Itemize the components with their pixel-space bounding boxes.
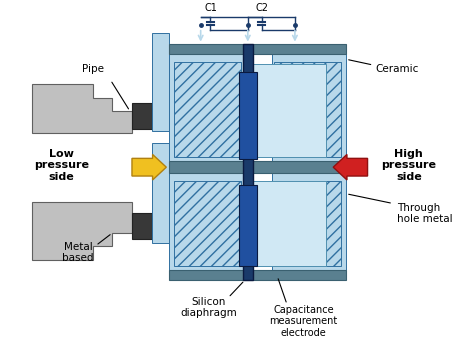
Bar bbox=[274, 62, 341, 157]
Text: Metal
based: Metal based bbox=[62, 242, 94, 264]
Bar bbox=[169, 45, 346, 54]
Bar bbox=[239, 72, 256, 159]
Text: Pipe: Pipe bbox=[82, 64, 104, 74]
Bar bbox=[132, 213, 152, 239]
FancyArrow shape bbox=[132, 154, 166, 180]
Bar bbox=[174, 181, 241, 266]
Bar bbox=[169, 161, 346, 173]
Text: Through
hole metal: Through hole metal bbox=[397, 203, 453, 224]
Polygon shape bbox=[32, 202, 132, 260]
Bar bbox=[246, 64, 326, 157]
Bar bbox=[273, 54, 346, 161]
Bar bbox=[132, 103, 152, 129]
Polygon shape bbox=[32, 84, 132, 133]
Bar bbox=[169, 54, 243, 161]
Bar bbox=[169, 173, 243, 270]
Text: Ceramic: Ceramic bbox=[375, 64, 419, 74]
Bar bbox=[274, 181, 341, 266]
Bar bbox=[152, 143, 169, 243]
Bar bbox=[169, 270, 346, 280]
Text: C2: C2 bbox=[255, 3, 268, 13]
Text: Silicon
diaphragm: Silicon diaphragm bbox=[180, 297, 237, 318]
Text: High
pressure
side: High pressure side bbox=[381, 149, 436, 182]
Text: Low
pressure
side: Low pressure side bbox=[34, 149, 89, 182]
Bar bbox=[243, 45, 253, 280]
Bar bbox=[174, 62, 241, 157]
Text: Capacitance
measurement
electrode: Capacitance measurement electrode bbox=[270, 305, 338, 338]
Bar bbox=[152, 33, 169, 131]
FancyArrow shape bbox=[333, 154, 367, 180]
Bar bbox=[273, 173, 346, 270]
Bar bbox=[239, 185, 256, 266]
Text: C1: C1 bbox=[204, 3, 217, 13]
Bar bbox=[246, 181, 326, 266]
